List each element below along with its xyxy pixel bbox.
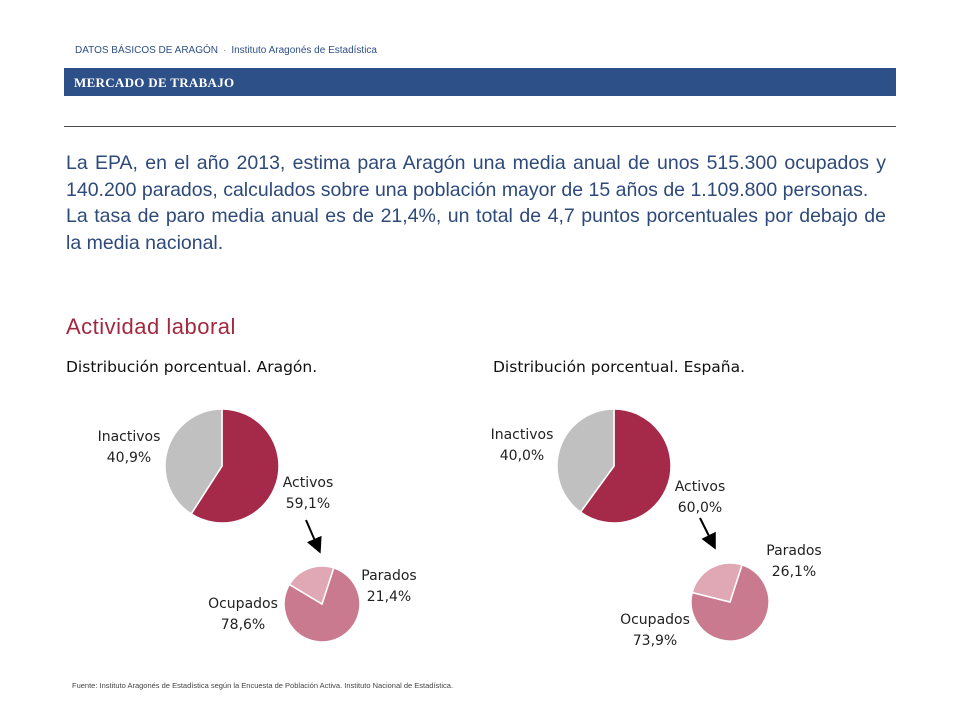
label-parados-aragon: Parados	[361, 568, 416, 584]
pie-slices	[164, 408, 770, 643]
chart-title-espana: Distribución porcentual. España.	[493, 358, 746, 376]
institute-name: Instituto Aragonés de Estadística	[231, 45, 377, 56]
section-banner-label: MERCADO DE TRABAJO	[74, 75, 235, 90]
label-inactivos-aragon: Inactivos	[98, 429, 161, 445]
intro-paragraph-2: La tasa de paro media anual es de 21,4%,…	[66, 205, 886, 254]
pie-slice-activos-espana	[579, 408, 672, 524]
pie-slice-ocupados-aragon-subset	[283, 566, 361, 643]
arrow-aragon	[305, 519, 322, 554]
chart-title-aragon: Distribución porcentual. Aragón.	[66, 358, 318, 376]
value-inactivos-aragon: 40,9%	[107, 450, 151, 466]
pie-slice-parados-espana-subset	[691, 562, 743, 603]
section-banner: MERCADO DE TRABAJO	[64, 68, 896, 96]
pie-slice-ocupados-espana-subset	[690, 563, 770, 642]
label-inactivos-espana: Inactivos	[491, 427, 554, 443]
section-title: Actividad laboral	[66, 314, 236, 339]
header-separator: ·	[223, 45, 227, 56]
value-parados-aragon: 21,4%	[367, 589, 411, 605]
label-activos-aragon: Activos	[283, 475, 334, 491]
value-ocupados-aragon: 78,6%	[221, 617, 265, 633]
value-parados-espana: 26,1%	[772, 564, 816, 580]
publication-header: DATOS BÁSICOS DE ARAGÓN · Instituto Aragon…	[75, 45, 377, 56]
pie-slice-activos-aragon	[190, 408, 280, 524]
value-activos-espana: 60,0%	[678, 500, 722, 516]
label-ocupados-aragon: Ocupados	[208, 596, 278, 612]
pie-slice-inactivos-espana	[556, 408, 615, 514]
pie-slice-inactivos-aragon	[164, 408, 223, 515]
label-ocupados-espana: Ocupados	[620, 612, 690, 628]
intro-paragraph-1: La EPA, en el año 2013, estima para Arag…	[66, 152, 886, 201]
intro-text: La EPA, en el año 2013, estima para Arag…	[66, 150, 886, 256]
label-parados-espana: Parados	[766, 543, 821, 559]
label-activos-espana: Activos	[675, 479, 726, 495]
source-footnote: Fuente: Instituto Aragonés de Estadístic…	[72, 681, 454, 690]
publication-name: DATOS BÁSICOS DE ARAGÓN	[75, 45, 218, 56]
arrow-espana	[699, 517, 716, 550]
value-inactivos-espana: 40,0%	[500, 448, 544, 464]
value-activos-aragon: 59,1%	[286, 496, 330, 512]
pie-slice-parados-aragon-subset	[288, 565, 335, 606]
value-ocupados-espana: 73,9%	[633, 633, 677, 649]
divider	[64, 126, 896, 127]
